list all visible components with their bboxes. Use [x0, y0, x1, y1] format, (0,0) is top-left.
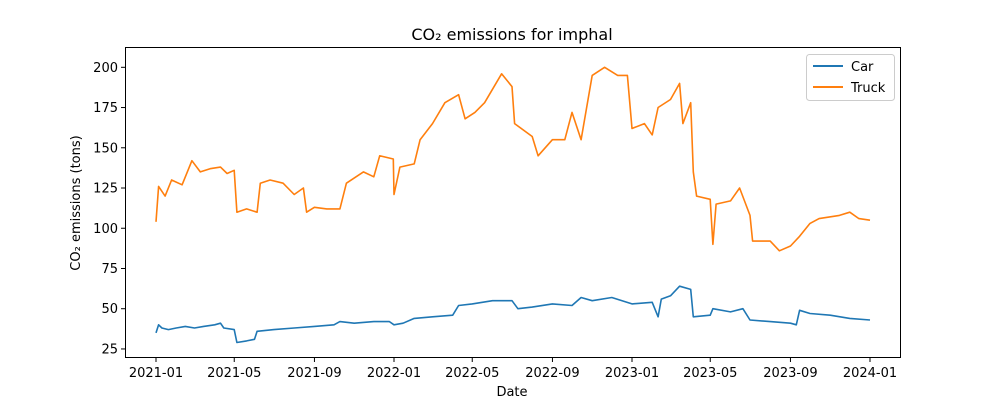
y-tick-label: 25 — [101, 342, 118, 357]
legend-label-truck: Truck — [850, 81, 886, 96]
y-tick-label: 175 — [93, 101, 118, 116]
series-line-truck — [155, 66, 871, 252]
y-tick-label: 100 — [93, 222, 118, 237]
y-tick-label: 75 — [101, 262, 118, 277]
x-tick-label: 2023-01 — [605, 366, 659, 381]
y-tick-label: 150 — [93, 141, 118, 156]
x-tick-label: 2023-09 — [763, 366, 817, 381]
series-line-car — [155, 285, 871, 344]
x-tick-label: 2021-05 — [207, 366, 261, 381]
x-axis: 2021-01 2021-05 2021-09 2022-01 2022-05 2022-… — [129, 358, 897, 381]
x-tick-label: 2023-05 — [683, 366, 737, 381]
chart-title: CO₂ emissions for imphal — [411, 25, 612, 44]
x-tick-label: 2022-09 — [525, 366, 579, 381]
x-tick-label: 2022-01 — [367, 366, 421, 381]
x-tick-label: 2022-05 — [445, 366, 499, 381]
y-tick-label: 50 — [101, 302, 118, 317]
y-axis: 25 50 75 100 125 150 175 200 — [93, 61, 125, 357]
legend-label-car: Car — [851, 60, 874, 75]
x-axis-title: Date — [496, 385, 527, 400]
y-axis-title: CO₂ emissions (tons) — [69, 135, 84, 270]
plot-area — [155, 66, 871, 344]
x-tick-label: 2021-09 — [287, 366, 341, 381]
plot-frame — [125, 47, 901, 358]
x-tick-label: 2024-01 — [843, 366, 897, 381]
y-tick-label: 125 — [93, 182, 118, 197]
y-tick-label: 200 — [93, 61, 118, 76]
series-layer — [155, 66, 871, 344]
x-tick-label: 2021-01 — [129, 366, 183, 381]
legend: Car Truck — [806, 54, 895, 101]
